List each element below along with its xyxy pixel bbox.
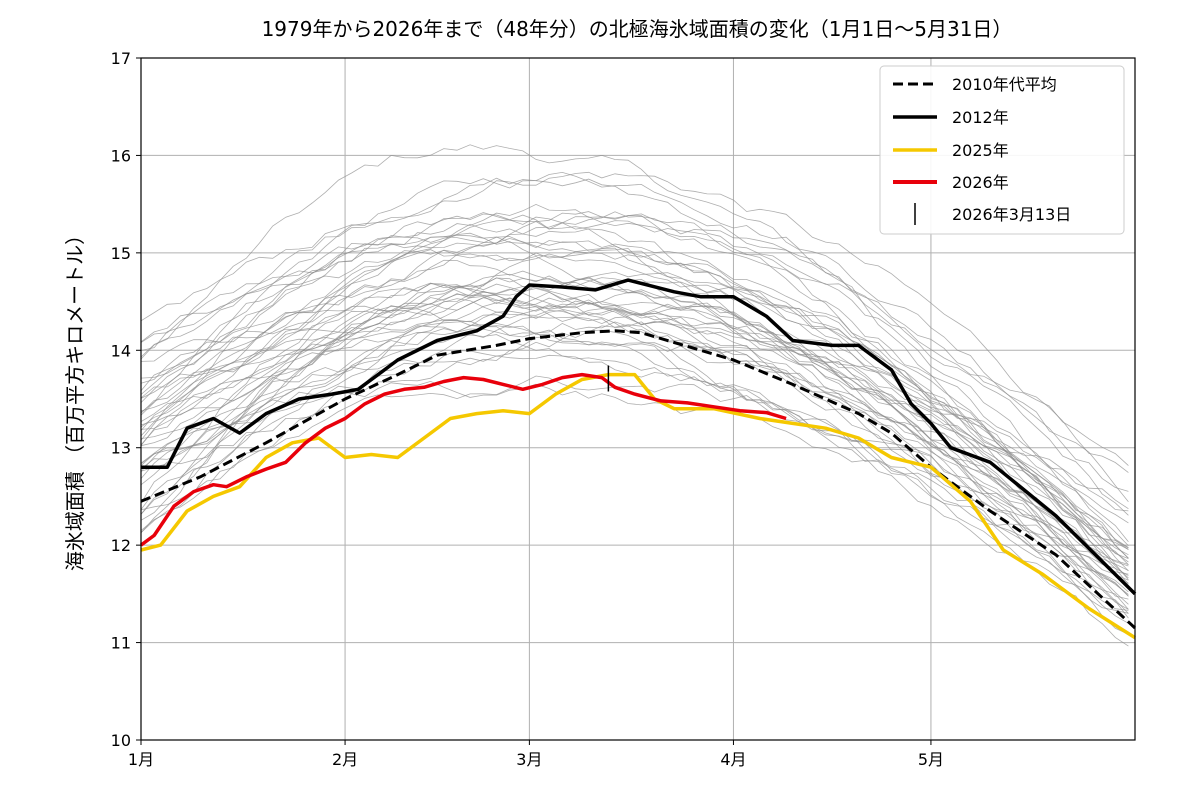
background-year-line [140,354,1129,597]
background-year-line [140,144,1129,516]
plot-frame [140,57,1136,741]
y-tick-label: 15 [111,244,131,263]
background-year-line [140,249,1129,595]
series-line-2 [140,372,1136,640]
background-year-line [140,321,1129,575]
x-ticks: 1月 2月 3月 4月 5月 [128,740,944,769]
legend-label-2026: 2026年 [952,173,1009,192]
x-tick-label: 4月 [720,750,746,769]
y-tick-label: 11 [111,634,131,653]
x-tick-label: 3月 [516,750,542,769]
legend-label-2010s-average: 2010年代平均 [952,75,1057,94]
background-year-line [140,284,1129,510]
legend-label-2025: 2025年 [952,141,1009,160]
legend-label-2012: 2012年 [952,108,1009,127]
series-line-3 [139,372,787,547]
background-year-line [140,171,1129,473]
legend-label-marker: 2026年3月13日 [952,205,1071,224]
background-year-line [140,171,1129,492]
background-year-line [140,380,1129,581]
background-year-line [140,259,1129,565]
background-year-line [140,177,1129,503]
background-year-line [140,271,1129,580]
y-tick-label: 14 [111,341,131,360]
y-tick-label: 10 [111,731,131,750]
background-year-line [140,334,1129,647]
background-year-line [140,232,1129,549]
x-tick-label: 1月 [128,750,154,769]
background-year-line [140,223,1129,550]
background-year-line [140,273,1129,597]
series-line-1 [141,278,1137,596]
background-year-line [140,238,1129,550]
x-tick-label: 2月 [332,750,358,769]
y-ticks: 10 11 12 13 14 15 16 17 [111,49,141,750]
background-year-line [140,320,1129,593]
grid [140,57,1135,741]
background-year-line [140,211,1129,466]
background-year-line [140,234,1129,565]
background-year-line [140,298,1129,548]
chart-title: 1979年から2026年まで（48年分）の北極海氷域面積の変化（1月1日〜5月3… [262,17,1013,41]
background-year-line [140,251,1129,556]
background-year-line [140,203,1129,571]
background-year-line [140,288,1129,584]
y-axis-label: 海氷域面積 （百万平方キロメートル） [63,225,87,571]
background-year-line [140,213,1129,559]
y-tick-label: 16 [111,146,131,165]
background-year-line [140,216,1129,543]
background-year-line [140,307,1129,624]
y-tick-label: 13 [111,439,131,458]
background-year-line [140,236,1129,572]
background-year-line [140,283,1129,576]
series-line-0 [140,329,1137,630]
background-year-line [140,302,1129,611]
legend-box [879,65,1125,235]
series-lines [139,278,1137,640]
background-year-line [140,375,1129,563]
background-year-line [140,245,1129,524]
background-year-line [140,297,1129,605]
y-tick-label: 17 [111,49,131,68]
background-year-line [140,277,1129,559]
y-tick-label: 12 [111,536,131,555]
background-year-line [140,316,1129,579]
x-tick-label: 5月 [918,750,944,769]
background-year-line [140,329,1129,610]
legend: 2010年代平均 2012年 2025年 2026年 2026年3月13日 [879,65,1125,235]
